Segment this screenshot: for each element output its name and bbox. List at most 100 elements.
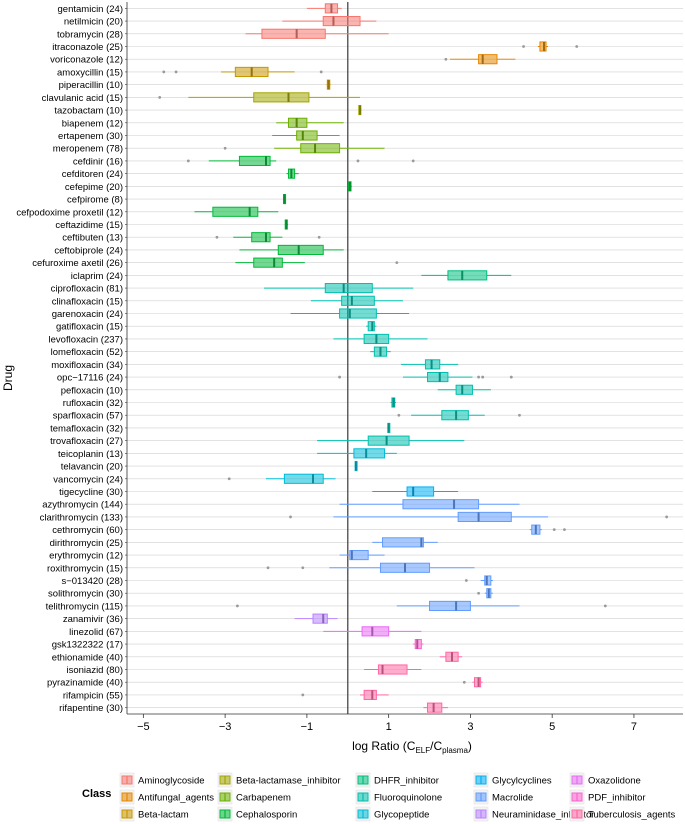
y-tick-label: lomefloxacin (52) [51,347,123,358]
box-telavancin-20 [354,460,358,472]
outlier-point [186,159,190,163]
box-iqr [426,702,443,713]
box-iqr [457,511,512,523]
y-tick-label: cethromycin (60) [52,525,123,536]
box-iqr [251,232,271,243]
box-clarithromycin-133 [289,511,669,523]
y-tick-label: ceftazidime (15) [55,220,123,231]
box-iqr [406,486,435,497]
box-iqr [367,321,375,332]
box-iqr [367,435,410,446]
box-iqr [361,626,390,637]
box-gentamicin-24 [306,3,342,14]
y-tick-label: piperacillin (10) [59,80,123,91]
legend-label: Neuraminidase_inhibitor [492,810,594,821]
y-tick-label: meropenem (78) [53,144,123,155]
box-teicoplanin-13 [317,448,397,459]
y-tick-label: ertapenem (30) [58,131,123,142]
legend: Class Aminoglycoside Antifungal_agents Bet… [82,772,676,822]
y-tick-label: cefepime (20) [65,182,123,193]
y-tick-label: trovafloxacin (27) [50,436,123,447]
box-temafloxacin-32 [387,422,391,434]
box-telithromycin-115 [235,600,607,612]
outlier-point [266,566,270,570]
y-tick-label: erythromycin (12) [49,551,123,562]
box-rifapentine-30 [423,702,448,713]
x-axis-label-sub-elf: ELF [415,746,430,755]
box-iqr [377,664,408,675]
y-tick-label: gatifloxacin (15) [56,322,123,333]
y-tick-label: sparfloxacin (57) [53,411,123,422]
box-series [158,3,669,713]
outlier-point [464,579,468,582]
x-tick-label: −5 [137,721,150,733]
y-axis-label: Drug [1,365,15,391]
y-tick-label: amoxycillin (15) [57,67,123,78]
box-iqr [353,448,386,459]
y-tick-label: dirithromycin (25) [50,538,123,549]
outlier-point [397,413,401,417]
box-ceftazidime-15 [284,219,289,230]
y-tick-label: cefpodoxime proxetil (12) [16,207,123,218]
box-iqr [455,384,473,395]
box-iqr [296,130,318,141]
outlier-point [174,70,178,74]
outlier-point [509,375,513,379]
y-tick-label: tobramycin (28) [57,29,123,40]
box-zanamivir-36 [294,613,338,624]
box-dirithromycin-25 [372,537,438,548]
x-axis: −5 −3 −1 1 3 5 7 [127,713,683,733]
y-tick-label: tazobactam (10) [54,106,123,117]
outlier-point [575,45,579,48]
box-iqr [429,600,471,612]
outlier-point [603,604,607,608]
legend-label: Carbapenem [236,793,291,804]
box-iqr [277,244,324,256]
legend-item-fluoroquinolone: Fluoroquinolone [355,789,442,805]
y-tick-label: clarithromycin (133) [40,512,123,523]
legend-label: Beta-lactam [138,810,189,821]
x-tick-label: −3 [219,721,232,733]
box-clinafloxacin-15 [310,295,403,306]
box-pefloxacin-10 [437,384,491,395]
y-tick-label: iclaprim (24) [71,271,123,282]
y-axis: gentamicin (24) netilmicin (20)tobramycin… [16,2,128,714]
x-axis-label-end: ) [468,739,472,753]
box-iqr [474,677,482,688]
outlier-point [301,566,305,570]
y-tick-label: rifampicin (55) [63,690,123,701]
box-iqr [300,143,341,154]
box-iqr [363,689,377,701]
legend-label: Aminoglycoside [138,776,205,787]
box-azythromycin-144 [339,499,520,510]
x-axis-label-main: log Ratio (C [352,739,416,753]
legend-item-beta-lactamase-inhibitor: Beta-lactamase_inhibitor [217,772,341,788]
box-tigecycline-30 [372,486,459,497]
legend-item-aminoglycoside: Aminoglycoside [119,772,205,788]
y-tick-label: zanamivir (36) [63,614,123,625]
legend-item-oxazolidone: Oxazolidone [569,772,641,788]
y-tick-label: ceftobiprole (24) [54,245,123,256]
box-cethromycin-60 [529,524,566,535]
box-iqr [312,613,328,624]
box-iqr [261,28,326,39]
x-axis-label-sub-plasma: plasma [442,746,468,755]
x-tick-label: 5 [549,721,555,733]
y-tick-label: temafloxacin (32) [50,423,123,434]
box-amoxycillin-15 [162,66,323,78]
box-s-013420-28 [464,575,493,586]
box-iqr [478,54,498,65]
outlier-point [411,159,415,163]
y-tick-label: ethionamide (40) [52,652,123,663]
y-tick-label: levofloxacin (237) [49,334,123,345]
box-iqr [253,257,283,268]
outlier-point [518,413,521,417]
gridlines [127,2,683,714]
legend-label: Beta-lactamase_inhibitor [236,776,341,787]
outlier-point [215,235,219,239]
box-iqr [322,15,361,27]
y-tick-label: garenoxacin (24) [52,309,123,320]
legend-item-carbapenem: Carbapenem [217,789,291,805]
box-ciprofloxacin-81 [263,282,414,294]
